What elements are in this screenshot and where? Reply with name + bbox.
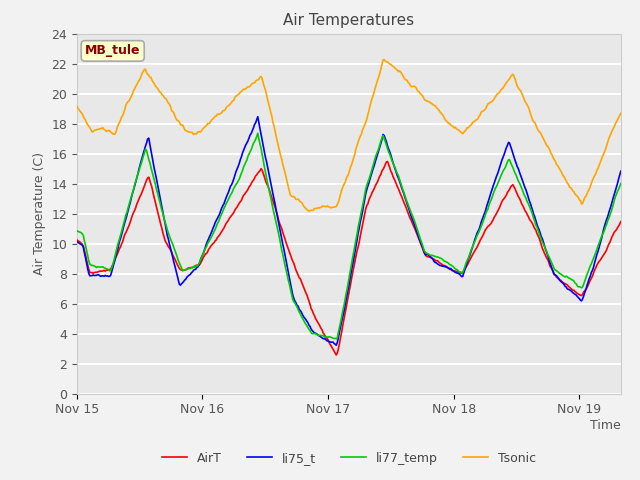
- Text: Time: Time: [590, 419, 621, 432]
- Tsonic: [369, 95, 376, 101]
- Line: Tsonic: Tsonic: [77, 60, 621, 211]
- li75_t: [606, 206, 614, 212]
- li75_t: [73, 239, 81, 244]
- Tsonic: [380, 57, 388, 62]
- Tsonic: [617, 110, 625, 116]
- li77_temp: [606, 213, 614, 218]
- li77_temp: [333, 335, 341, 341]
- Tsonic: [606, 133, 614, 139]
- Tsonic: [305, 208, 313, 214]
- Tsonic: [399, 72, 406, 78]
- Tsonic: [336, 195, 344, 201]
- li75_t: [254, 114, 262, 120]
- li77_temp: [73, 228, 81, 234]
- li75_t: [617, 168, 625, 174]
- li75_t: [521, 184, 529, 190]
- Title: Air Temperatures: Air Temperatures: [284, 13, 414, 28]
- AirT: [73, 237, 81, 242]
- AirT: [521, 208, 529, 214]
- AirT: [399, 197, 406, 203]
- li75_t: [332, 342, 340, 348]
- li75_t: [333, 339, 341, 345]
- li75_t: [337, 323, 344, 329]
- li77_temp: [617, 180, 625, 186]
- Tsonic: [73, 103, 81, 109]
- Y-axis label: Air Temperature (C): Air Temperature (C): [33, 152, 45, 275]
- li77_temp: [332, 336, 340, 342]
- li77_temp: [399, 187, 406, 192]
- Text: MB_tule: MB_tule: [85, 44, 140, 58]
- AirT: [383, 159, 391, 165]
- Line: AirT: AirT: [77, 162, 621, 355]
- li77_temp: [521, 193, 529, 199]
- AirT: [369, 190, 376, 195]
- li77_temp: [337, 319, 344, 325]
- AirT: [617, 219, 625, 225]
- li75_t: [369, 165, 377, 171]
- AirT: [332, 352, 340, 358]
- Line: li77_temp: li77_temp: [77, 133, 621, 339]
- AirT: [336, 340, 344, 346]
- Legend: AirT, li75_t, li77_temp, Tsonic: AirT, li75_t, li77_temp, Tsonic: [157, 447, 541, 469]
- Tsonic: [521, 98, 529, 104]
- li77_temp: [254, 131, 262, 136]
- li75_t: [399, 188, 406, 193]
- AirT: [332, 350, 339, 356]
- li77_temp: [369, 161, 377, 167]
- AirT: [606, 240, 614, 245]
- Tsonic: [332, 204, 340, 209]
- Line: li75_t: li75_t: [77, 117, 621, 345]
